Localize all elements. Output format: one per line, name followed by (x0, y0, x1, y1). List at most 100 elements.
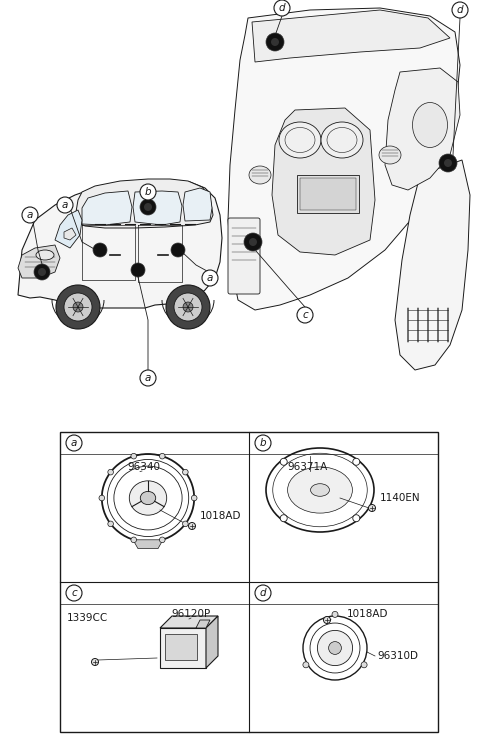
Circle shape (57, 197, 73, 213)
Polygon shape (82, 191, 132, 225)
Circle shape (108, 469, 113, 475)
Circle shape (144, 203, 152, 211)
Polygon shape (133, 191, 182, 225)
Text: a: a (145, 373, 151, 383)
Polygon shape (18, 245, 60, 278)
Circle shape (271, 38, 279, 46)
Circle shape (140, 199, 156, 215)
Ellipse shape (288, 467, 352, 513)
Polygon shape (196, 620, 210, 628)
Ellipse shape (249, 166, 271, 184)
Circle shape (444, 159, 452, 167)
Circle shape (140, 370, 156, 386)
Circle shape (249, 238, 257, 246)
Ellipse shape (412, 103, 447, 148)
Circle shape (22, 207, 38, 223)
Text: 96310D: 96310D (377, 651, 418, 661)
Circle shape (183, 302, 193, 312)
Circle shape (317, 630, 353, 666)
Text: 96120P: 96120P (171, 609, 211, 619)
Ellipse shape (140, 492, 156, 505)
Circle shape (329, 641, 341, 655)
Circle shape (192, 495, 197, 501)
Circle shape (131, 453, 136, 459)
Text: a: a (27, 210, 33, 220)
Polygon shape (133, 539, 163, 548)
Text: a: a (71, 438, 77, 448)
Circle shape (189, 523, 195, 529)
Text: a: a (207, 273, 213, 283)
Circle shape (280, 458, 287, 465)
Circle shape (452, 2, 468, 18)
Ellipse shape (379, 146, 401, 164)
Circle shape (159, 453, 165, 459)
Text: 1339CC: 1339CC (66, 613, 108, 623)
Circle shape (131, 263, 145, 277)
Circle shape (73, 302, 83, 312)
Circle shape (439, 154, 457, 172)
Polygon shape (395, 160, 470, 370)
Circle shape (171, 243, 185, 257)
Polygon shape (252, 10, 450, 62)
Circle shape (34, 264, 50, 280)
Circle shape (166, 285, 210, 329)
Circle shape (66, 435, 82, 451)
Circle shape (182, 521, 188, 527)
Text: 1018AD: 1018AD (200, 511, 241, 521)
Ellipse shape (311, 483, 329, 496)
Polygon shape (64, 228, 76, 240)
Bar (297, 175, 359, 213)
Polygon shape (385, 68, 460, 190)
Ellipse shape (279, 122, 321, 158)
Circle shape (297, 307, 313, 323)
Circle shape (174, 293, 202, 321)
Circle shape (274, 0, 290, 16)
Circle shape (353, 458, 360, 465)
Text: 96371A: 96371A (288, 462, 328, 472)
FancyBboxPatch shape (228, 218, 260, 294)
Circle shape (38, 268, 46, 276)
Polygon shape (55, 210, 82, 248)
Circle shape (255, 585, 271, 601)
Circle shape (140, 184, 156, 200)
Polygon shape (228, 8, 460, 310)
Circle shape (66, 585, 82, 601)
Bar (300, 178, 356, 210)
Circle shape (332, 611, 338, 618)
Text: a: a (62, 200, 68, 210)
Text: d: d (260, 588, 266, 598)
Circle shape (255, 435, 271, 451)
Polygon shape (206, 616, 218, 668)
Circle shape (280, 514, 287, 522)
Circle shape (303, 662, 309, 668)
Text: 1018AD: 1018AD (347, 609, 388, 619)
Text: 96340: 96340 (128, 462, 160, 472)
Circle shape (64, 293, 92, 321)
Circle shape (353, 514, 360, 522)
Text: d: d (456, 5, 463, 15)
Circle shape (56, 285, 100, 329)
Circle shape (93, 243, 107, 257)
Polygon shape (160, 616, 218, 628)
Circle shape (266, 33, 284, 51)
Circle shape (369, 505, 375, 511)
Circle shape (324, 616, 331, 624)
Circle shape (361, 662, 367, 668)
Ellipse shape (36, 250, 54, 260)
Polygon shape (183, 188, 212, 221)
Bar (60, 432, 438, 732)
Bar (160, 628, 206, 668)
Ellipse shape (129, 481, 167, 515)
Text: c: c (302, 310, 308, 320)
Text: 1140EN: 1140EN (380, 493, 420, 503)
Circle shape (202, 270, 218, 286)
Bar (165, 634, 197, 660)
Circle shape (159, 537, 165, 542)
Circle shape (92, 658, 98, 666)
Circle shape (244, 233, 262, 251)
Circle shape (108, 521, 113, 527)
Text: c: c (71, 588, 77, 598)
Ellipse shape (321, 122, 363, 158)
Text: b: b (144, 187, 151, 197)
Polygon shape (75, 179, 213, 228)
